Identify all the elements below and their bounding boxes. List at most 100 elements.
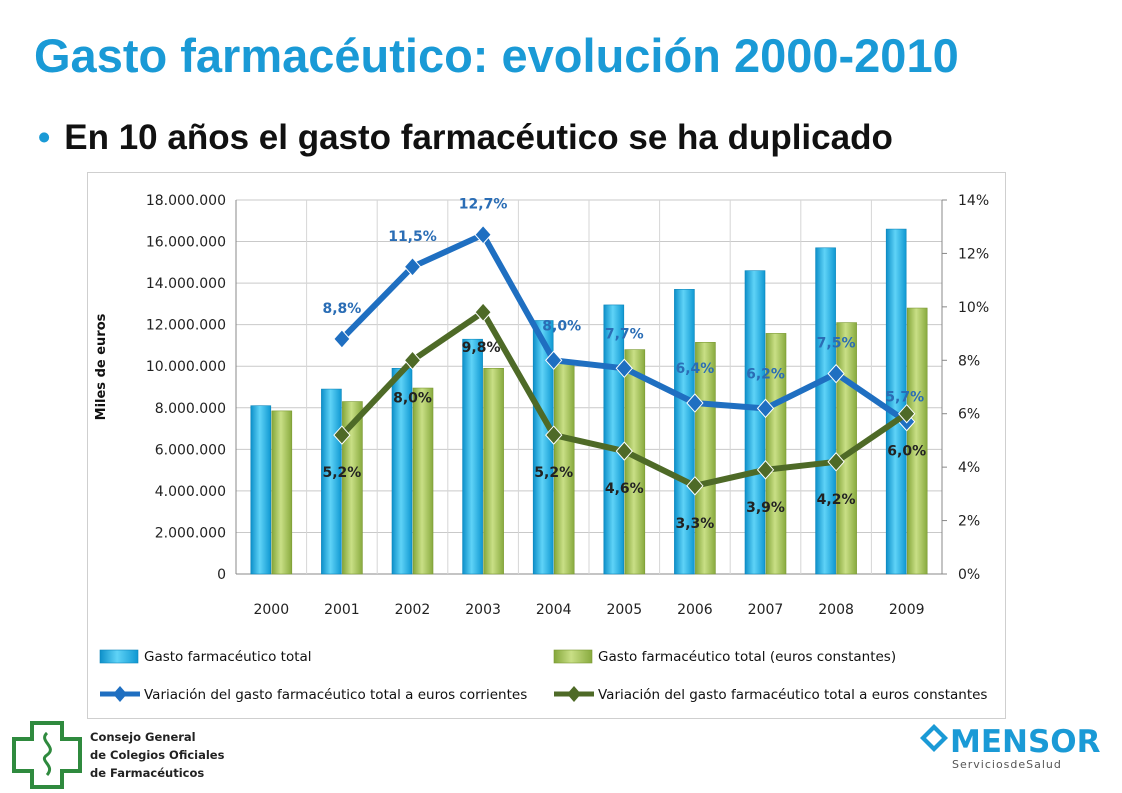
x-tick-label: 2002 xyxy=(395,602,431,618)
bar-constant xyxy=(765,333,787,575)
y-tick-label: 0 xyxy=(217,567,226,583)
data-label: 3,3% xyxy=(675,516,714,532)
bar-total xyxy=(815,247,836,575)
y-tick-label: 16.000.000 xyxy=(146,235,226,251)
x-tick-label: 2009 xyxy=(889,602,925,618)
data-label: 7,5% xyxy=(817,336,856,352)
x-tick-label: 2007 xyxy=(748,602,784,618)
legend-marker xyxy=(113,686,127,702)
x-tick-label: 2008 xyxy=(818,602,854,618)
legend-label: Gasto farmacéutico total xyxy=(144,649,312,665)
y-tick-label: 14.000.000 xyxy=(146,276,226,292)
legend-label: Variación del gasto farmacéutico total a… xyxy=(598,687,987,703)
bar-constant xyxy=(412,387,434,575)
data-marker xyxy=(474,302,492,322)
logo-line-2: de Colegios Oficiales xyxy=(90,748,225,762)
y-tick-label: 18.000.000 xyxy=(146,193,226,209)
y-tick-label: 4.000.000 xyxy=(155,484,226,500)
x-tick-label: 2005 xyxy=(606,602,642,618)
logo-line-3: de Farmacéuticos xyxy=(90,766,204,780)
y2-tick-label: 12% xyxy=(958,246,989,262)
data-label: 8,8% xyxy=(322,301,361,317)
data-marker xyxy=(615,441,633,461)
bar-constant xyxy=(695,342,716,575)
data-marker xyxy=(545,350,563,371)
y-axis-title: Miles de euros xyxy=(94,313,109,420)
y-tick-label: 2.000.000 xyxy=(155,525,226,541)
data-marker xyxy=(756,460,775,480)
data-marker xyxy=(474,224,492,245)
data-label: 8,0% xyxy=(542,318,581,334)
x-tick-label: 2000 xyxy=(253,602,289,618)
x-tick-label: 2004 xyxy=(536,602,572,618)
subtitle: • En 10 años el gasto farmacéutico se ha … xyxy=(38,118,893,158)
data-label: 8,0% xyxy=(393,390,432,406)
logo-line-1: Consejo General xyxy=(90,730,196,744)
y-tick-label: 8.000.000 xyxy=(155,401,226,417)
cgcof-logo: Consejo General de Colegios Oficiales de… xyxy=(12,721,225,789)
legend-marker xyxy=(567,686,581,702)
y2-tick-label: 14% xyxy=(958,193,989,209)
cross-emblem-icon xyxy=(12,721,82,789)
data-marker xyxy=(686,393,704,413)
data-label: 6,0% xyxy=(887,444,926,460)
data-label: 5,2% xyxy=(534,465,573,481)
data-label: 6,4% xyxy=(675,361,714,377)
combo-chart: 8,8% 11,5% 12,7% 8,0% 7,7% 6,4% 6,2% 7,5% 5,7% 5,… xyxy=(94,193,989,703)
mensor-logo: MENSOR ServiciosdeSalud xyxy=(920,724,1101,771)
data-marker xyxy=(898,403,916,424)
page-title: Gasto farmacéutico: evolución 2000-2010 xyxy=(34,29,959,82)
chart-panel: 8,8% 11,5% 12,7% 8,0% 7,7% 6,4% 6,2% 7,5% 5,7% 5,… xyxy=(87,172,1006,719)
x-tick-label: 2003 xyxy=(465,602,501,618)
data-marker xyxy=(333,425,351,445)
y-tick-label: 6.000.000 xyxy=(155,442,226,458)
y2-tick-label: 6% xyxy=(958,407,980,423)
data-label: 5,7% xyxy=(885,390,924,406)
data-label: 6,2% xyxy=(746,366,785,382)
bar-constant xyxy=(342,401,363,575)
bar-total xyxy=(885,228,907,575)
data-label: 12,7% xyxy=(459,197,508,213)
legend-swatch xyxy=(99,649,139,664)
data-marker xyxy=(756,398,775,419)
data-marker xyxy=(403,257,422,277)
y2-tick-label: 10% xyxy=(958,300,989,316)
data-label: 7,7% xyxy=(605,326,644,342)
bar-total xyxy=(250,405,272,575)
data-marker xyxy=(333,329,351,349)
y-tick-label: 10.000.000 xyxy=(146,359,226,375)
y2-tick-label: 4% xyxy=(958,460,980,476)
data-marker xyxy=(545,425,563,445)
bar-constant xyxy=(483,368,504,575)
data-marker xyxy=(686,476,704,496)
legend-swatch xyxy=(553,649,593,664)
snake-cup-icon xyxy=(42,731,52,777)
data-label: 3,9% xyxy=(746,500,785,516)
bullet-point: • xyxy=(38,118,51,157)
data-label: 4,6% xyxy=(605,481,644,497)
data-label: 4,2% xyxy=(817,492,856,508)
bar-total xyxy=(603,304,625,575)
subtitle-text: En 10 años el gasto farmacéutico se ha d… xyxy=(64,118,893,157)
bar-constant xyxy=(906,307,928,575)
data-marker xyxy=(615,358,633,379)
data-marker xyxy=(403,350,422,371)
data-label: 9,8% xyxy=(462,340,501,356)
bar-total xyxy=(462,338,483,575)
bar-total xyxy=(532,320,554,575)
data-marker xyxy=(827,363,845,384)
legend-label: Gasto farmacéutico total (euros constant… xyxy=(598,649,896,665)
bar-total xyxy=(321,388,342,575)
y-tick-label: 12.000.000 xyxy=(146,318,226,334)
x-tick-label: 2006 xyxy=(677,602,713,618)
bar-total xyxy=(744,270,766,575)
data-label: 5,2% xyxy=(322,465,361,481)
mensor-name: MENSOR xyxy=(950,724,1101,760)
x-tick-label: 2001 xyxy=(324,602,360,618)
y2-tick-label: 2% xyxy=(958,514,980,530)
data-marker xyxy=(827,452,845,472)
legend-label: Variación del gasto farmacéutico total a… xyxy=(144,687,527,703)
y2-tick-label: 8% xyxy=(958,353,980,369)
data-label: 11,5% xyxy=(388,229,437,245)
bar-total xyxy=(674,289,695,575)
